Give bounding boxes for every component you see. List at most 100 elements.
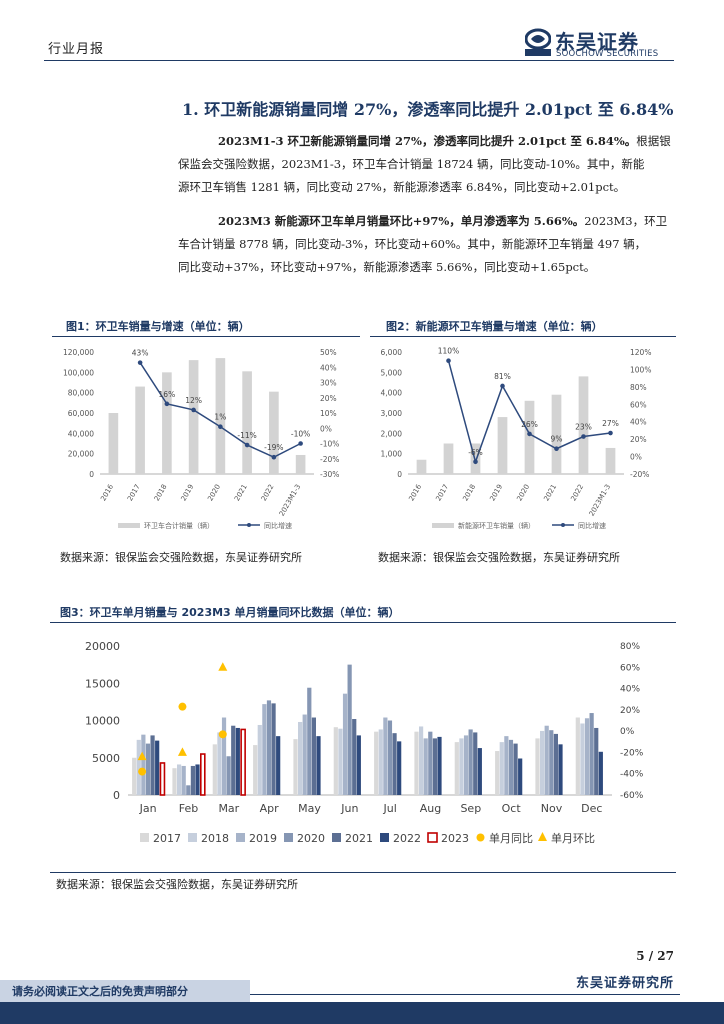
- fig2-growth-point: [446, 358, 451, 364]
- fig3-bar-2018: [459, 738, 464, 795]
- fig1-source: 数据来源：银保监会交强险数据，东吴证券研究所: [60, 551, 302, 564]
- fig2-y-tick: 2,000: [381, 429, 403, 438]
- paragraph-2: 2023M3 新能源环卫车单月销量环比+97%，单月渗透率为 5.66%。202…: [218, 210, 673, 233]
- fig3-legend-label: 2021: [345, 832, 373, 845]
- fig1-growth-point: [298, 441, 303, 446]
- footer-rule: [250, 994, 680, 995]
- fig2-data-label: 27%: [602, 419, 619, 428]
- fig3-bar-2022: [155, 740, 160, 795]
- footer-org: 东吴证券研究所: [575, 976, 674, 991]
- fig1-y2-tick: -10%: [320, 440, 339, 449]
- fig2-growth-point: [608, 430, 613, 436]
- fig3-chart: 0 5000 10000 15000 20000 -60% -40% -20% 0% 20% 40%…: [85, 640, 644, 845]
- fig3-bar-2017: [253, 745, 258, 795]
- fig1-x-tick: 2018: [153, 483, 169, 502]
- fig3-x-tick: Mar: [218, 802, 239, 815]
- fig3-bar-2017: [495, 751, 500, 795]
- paragraph-1-text: 根据银: [636, 134, 671, 148]
- fig3-x-tick: May: [298, 802, 321, 815]
- fig3-bar-2021: [553, 733, 558, 795]
- fig3-bar-2021: [473, 732, 478, 795]
- fig2-growth-point: [473, 459, 478, 465]
- fig3-bar-2019: [141, 734, 146, 795]
- fig3-y2-tick: -40%: [620, 770, 644, 780]
- fig3-bar-2020: [186, 785, 191, 795]
- fig1-y-tick: 120,000: [63, 348, 94, 357]
- fig3-legend-swatch: [188, 833, 197, 842]
- fig2-y2-tick: 120%: [630, 348, 651, 357]
- disclaimer-link[interactable]: 请务必阅读正文之后的免责声明部分: [12, 985, 188, 998]
- fig3-legend-swatch: [427, 832, 438, 843]
- fig3-legend-label: 2019: [249, 832, 277, 845]
- section-title: 1. 环卫新能源销量同增 27%，渗透率同比提升 2.01pct 至 6.84%: [182, 100, 674, 119]
- fig3-legend-swatch: [140, 833, 149, 842]
- fig3-legend-swatch: [476, 833, 485, 842]
- fig3-bar-2022: [276, 736, 281, 795]
- fig3-y-tick: 20000: [85, 640, 120, 653]
- fig2-growth-point: [581, 434, 586, 439]
- fig1-y2-tick: 50%: [320, 348, 337, 357]
- fig1-data-label: 12%: [185, 396, 202, 405]
- fig3-bar-2019: [383, 717, 388, 795]
- fig2-legend-bar-swatch: [432, 523, 454, 528]
- fig3-bar-2020: [347, 664, 352, 795]
- fig1-rule: [52, 336, 360, 337]
- fig1-y-tick: 100,000: [63, 368, 94, 377]
- fig1-bar: [269, 391, 279, 474]
- fig3-legend-label: 2018: [201, 832, 229, 845]
- fig2-title: 图2：新能源环卫车销量与增速（单位：辆）: [386, 320, 603, 333]
- fig3-bar-2020: [428, 731, 433, 795]
- fig1-y2-tick: -20%: [320, 455, 339, 464]
- fig3-title: 图3：环卫车单月销量与 2023M3 单月销量同环比数据（单位：辆）: [60, 606, 400, 619]
- fig2-legend-line-marker: [561, 523, 565, 527]
- fig1-y-tick: 60,000: [68, 409, 94, 418]
- fig3-bar-2021: [150, 735, 155, 795]
- fig3-bar-2017: [293, 739, 298, 795]
- fig1-data-label: 16%: [159, 390, 176, 399]
- fig2-data-label: 26%: [521, 420, 538, 429]
- fig3-bar-2020: [508, 739, 514, 795]
- fig1-y2-tick: 20%: [320, 394, 337, 403]
- fig3-legend-swatch: [284, 833, 293, 842]
- fig2-x-tick: 2016: [407, 483, 423, 503]
- fig3-bar-2023: [240, 728, 246, 796]
- fig3-bar-2020: [145, 743, 151, 795]
- fig2-y2-tick: 60%: [630, 400, 647, 409]
- fig2-x-tick: 2020: [515, 483, 531, 502]
- paragraph-2-lead: 2023M3 新能源环卫车单月销量环比+97%，单月渗透率为 5.66%。: [218, 214, 585, 228]
- fig3-bar-2021: [594, 727, 599, 795]
- fig3-bar-2018: [217, 732, 222, 795]
- fig2-x-tick: 2017: [434, 483, 450, 502]
- fig3-bar-2018: [298, 721, 303, 795]
- fig3-bar-2018: [136, 739, 141, 795]
- fig3-bar-2020: [226, 756, 231, 795]
- fig3-bar-2019: [221, 717, 227, 795]
- fig3-legend-label: 单月环比: [551, 832, 595, 845]
- logo-mark-icon: [525, 28, 551, 56]
- fig1-y2-tick: 40%: [320, 363, 337, 372]
- fig3-bottom-rule: [50, 872, 676, 873]
- fig3-bar-2018: [580, 723, 585, 795]
- paragraph-2-line-2: 车合计销量 8778 辆，同比变动-3%，环比变动+60%。其中，新能源环卫车销…: [178, 237, 647, 251]
- fig3-y2-tick: 60%: [620, 663, 640, 673]
- fig1-growth-point: [191, 407, 196, 413]
- fig3-x-tick: Oct: [502, 802, 522, 815]
- fig3-y2-tick: 20%: [620, 706, 640, 716]
- header-rule: [44, 60, 674, 61]
- fig3-bar-2017: [172, 768, 177, 795]
- fig3-bar-2021: [190, 765, 195, 795]
- fig3-x-tick: Aug: [420, 802, 441, 815]
- fig3-y2-tick: -20%: [620, 748, 644, 758]
- fig3-bar-2023: [200, 753, 206, 796]
- fig2-y-tick: 1,000: [381, 450, 403, 459]
- fig3-bar-2019: [262, 704, 267, 795]
- logo-chinese: 东吴证券: [555, 30, 639, 54]
- fig3-bar-2022: [316, 736, 321, 795]
- fig3-bar-2020: [589, 713, 594, 795]
- fig2-chart: 0 1,000 2,000 3,000 4,000 5,000 6,000 -20% 0% 20%…: [381, 347, 652, 530]
- fig2-y-tick: 0: [397, 470, 402, 479]
- fig2-legend-bar-label: 新能源环卫车销量（辆）: [458, 521, 535, 530]
- fig3-bar-2019: [181, 765, 186, 795]
- fig3-bar-2022: [397, 741, 402, 795]
- fig3-legend-label: 2023: [441, 832, 469, 845]
